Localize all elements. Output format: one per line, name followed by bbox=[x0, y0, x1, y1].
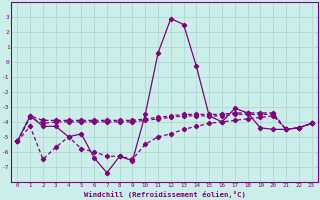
X-axis label: Windchill (Refroidissement éolien,°C): Windchill (Refroidissement éolien,°C) bbox=[84, 191, 245, 198]
